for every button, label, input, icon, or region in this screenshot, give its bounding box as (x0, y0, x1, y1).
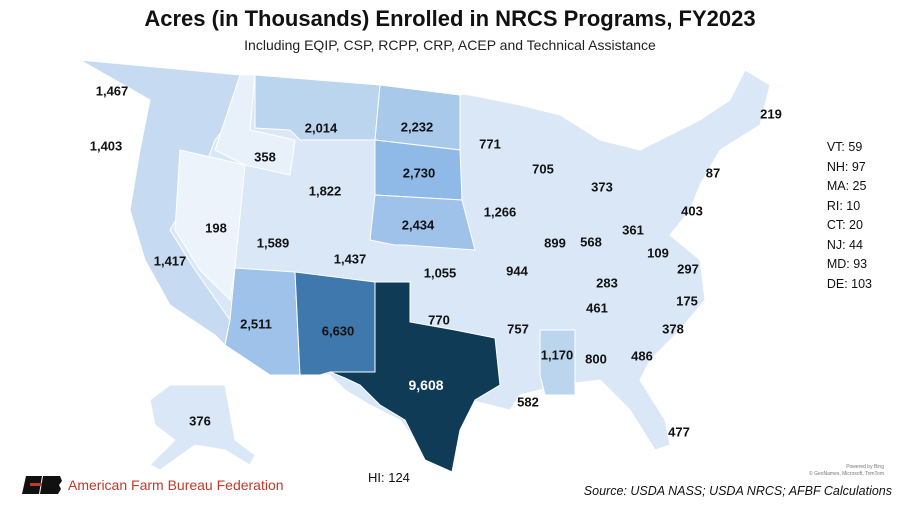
state-value-wv: 109 (647, 245, 669, 261)
state-value-ny: 87 (705, 165, 721, 181)
small-states-list: VT: 59 NH: 97 MA: 25 RI: 10 CT: 20 NJ: 4… (827, 138, 872, 294)
state-ne (369, 194, 476, 251)
state-value-or: 1,403 (89, 138, 123, 154)
state-alaska (149, 384, 256, 471)
state-ms (539, 329, 576, 396)
state-value-ak: 376 (189, 413, 211, 429)
state-value-co: 1,437 (333, 251, 367, 267)
state-value-al: 800 (585, 351, 607, 367)
attribution-powered: Powered by Bing (846, 464, 884, 470)
state-value-mt: 2,014 (304, 120, 338, 136)
afbf-logo: American Farm Bureau Federation (22, 476, 284, 494)
state-value-mi: 373 (591, 179, 613, 195)
small-state-ma: MA: 25 (826, 179, 867, 193)
state-value-me: 219 (760, 106, 782, 122)
state-value-mn: 771 (479, 136, 501, 152)
state-value-ca: 1,417 (153, 253, 187, 269)
state-value-sc: 378 (662, 321, 684, 337)
state-value-la: 582 (517, 394, 539, 410)
small-state-nj: NJ: 44 (826, 237, 863, 252)
state-value-ms: 1,170 (540, 347, 574, 363)
state-value-ky: 283 (596, 275, 618, 291)
state-value-ga: 486 (631, 348, 653, 364)
state-value-sd: 2,730 (402, 165, 436, 181)
source-note: Source: USDA NASS; USDA NRCS; AFBF Calcu… (583, 484, 892, 498)
map-title: Acres (in Thousands) Enrolled in NRCS Pr… (144, 6, 756, 31)
state-value-il: 899 (544, 235, 566, 251)
state-value-ar: 757 (507, 321, 529, 337)
state-value-mo: 944 (506, 263, 528, 279)
state-value-ut: 1,589 (256, 235, 290, 251)
small-state-vt: VT: 59 (826, 140, 863, 154)
organization-name: American Farm Bureau Federation (68, 477, 284, 493)
state-value-ok: 770 (428, 312, 450, 328)
state-value-nm: 6,630 (321, 323, 355, 339)
state-value-nv: 198 (205, 220, 227, 236)
state-value-nd: 2,232 (400, 119, 434, 135)
state-value-tn: 461 (586, 300, 608, 316)
hawaii-value: HI: 124 (368, 470, 410, 485)
state-value-wa: 1,467 (95, 83, 129, 99)
state-value-tx: 9,608 (408, 377, 444, 393)
small-state-md: MD: 93 (826, 257, 868, 271)
state-value-ks: 1,055 (423, 265, 457, 281)
state-value-nc: 175 (676, 293, 698, 309)
state-value-az: 2,511 (240, 316, 272, 332)
small-state-ct: CT: 20 (826, 218, 863, 232)
small-state-nh: NH: 97 (826, 159, 866, 174)
map-attribution: Powered by Bing © GeoNames, Microsoft, T… (809, 464, 884, 478)
state-nd (374, 84, 461, 151)
state-value-wi: 705 (532, 161, 554, 177)
state-value-ne: 2,434 (401, 217, 435, 233)
state-value-va: 297 (677, 261, 699, 277)
state-id (214, 74, 296, 176)
state-value-in: 568 (580, 234, 602, 250)
map-subtitle: Including EQIP, CSP, RCPP, CRP, ACEP and… (244, 37, 656, 53)
small-state-de: DE: 103 (826, 276, 872, 291)
afbf-logo-mark-icon (22, 476, 62, 494)
state-value-id: 358 (254, 149, 276, 165)
state-value-wy: 1,822 (308, 183, 342, 199)
state-value-ia: 1,266 (483, 204, 517, 220)
attribution-copyright: © GeoNames, Microsoft, TomTom (809, 471, 884, 477)
small-state-ri: RI: 10 (826, 198, 861, 213)
state-value-fl: 477 (668, 424, 690, 440)
state-value-pa: 403 (681, 203, 703, 219)
state-tx (329, 281, 501, 473)
state-value-oh: 361 (622, 222, 644, 238)
